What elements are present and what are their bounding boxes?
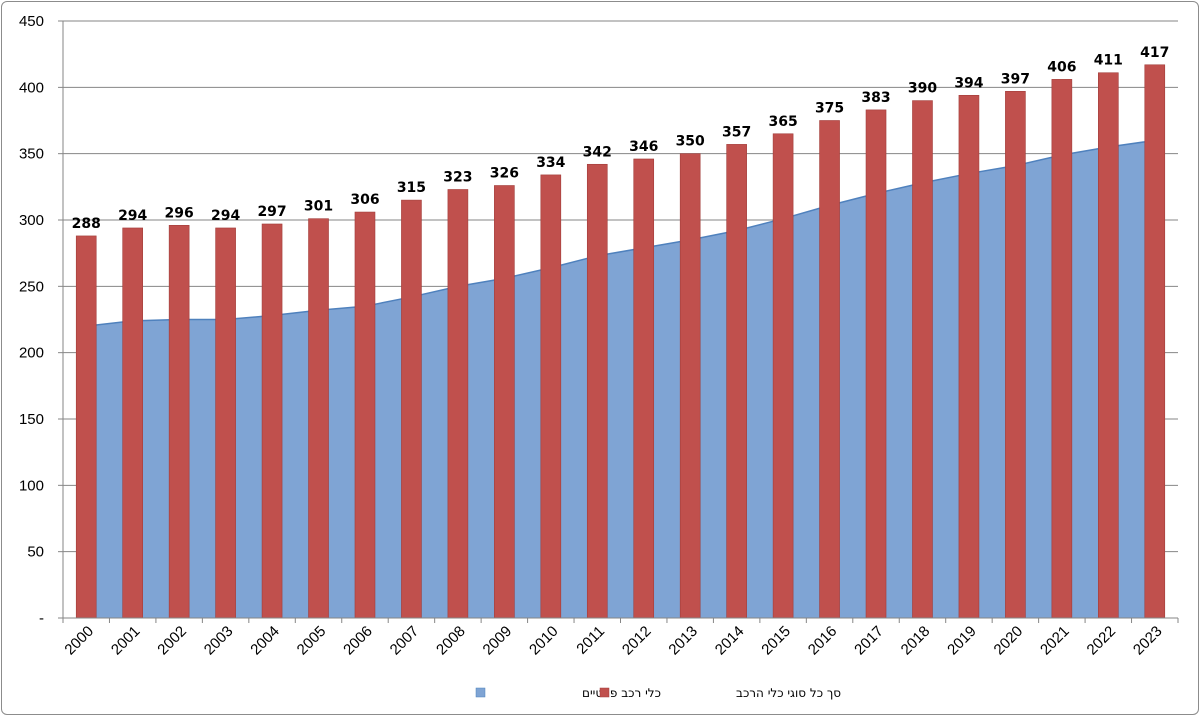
- bar: [819, 120, 840, 619]
- data-labels: 288 294 296 294 297 301 306 315 323 326 334 342 346 3…: [72, 45, 1170, 232]
- data-label: 342: [583, 144, 612, 160]
- x-tick-label: 2018: [898, 623, 934, 659]
- bar: [308, 218, 329, 619]
- bar: [168, 225, 190, 619]
- x-tick-label: 2015: [758, 623, 794, 659]
- x-tick-label: 2020: [991, 623, 1027, 659]
- bar: [772, 133, 794, 619]
- legend-swatch-bar: [599, 687, 610, 698]
- bar: [494, 185, 515, 619]
- y-tick-label: 100: [19, 477, 44, 494]
- x-tick-label: 2009: [480, 623, 516, 659]
- data-label: 294: [118, 208, 147, 224]
- bar: [958, 94, 980, 619]
- legend: כלי רכב פרטיים סך כל סוגי כלי הרכב: [475, 686, 841, 700]
- data-label: 365: [768, 114, 797, 130]
- data-label: 315: [397, 180, 426, 196]
- x-tick-label: 2013: [665, 623, 701, 659]
- bar: [1098, 72, 1119, 619]
- x-tick-label: 2002: [154, 623, 190, 659]
- x-tick-label: 2011: [573, 623, 608, 658]
- x-tick-label: 2019: [944, 623, 980, 659]
- bar: [540, 174, 562, 619]
- y-tick-label: 200: [19, 345, 44, 362]
- data-label: 411: [1094, 53, 1123, 69]
- data-label: 406: [1047, 59, 1076, 75]
- x-tick-label: 2021: [1037, 623, 1073, 659]
- data-label: 323: [443, 169, 472, 185]
- y-tick-label: 400: [19, 79, 44, 96]
- legend-label-bar: סך כל סוגי כלי הרכב: [736, 686, 841, 700]
- data-label: 357: [722, 124, 751, 140]
- data-label: 383: [861, 90, 890, 106]
- data-label: 394: [954, 75, 983, 91]
- bar: [215, 227, 236, 619]
- legend-label-area: כלי רכב פרטיים: [582, 686, 661, 700]
- bar: [401, 199, 422, 619]
- data-label: 397: [1001, 71, 1030, 87]
- y-tick-label: 250: [19, 278, 44, 295]
- bar: [1051, 79, 1073, 619]
- data-label: 334: [536, 155, 565, 171]
- data-label: 296: [165, 205, 194, 221]
- bar: [912, 100, 933, 619]
- x-tick-label: 2000: [61, 623, 97, 659]
- data-label: 294: [211, 208, 240, 224]
- data-label: 297: [257, 204, 286, 220]
- bar: [633, 158, 655, 619]
- y-tick-label: 50: [27, 544, 44, 561]
- y-tick-label: 300: [19, 212, 44, 229]
- x-tick-label: 2008: [433, 623, 469, 659]
- bar: [1144, 64, 1166, 619]
- y-tick-label: 150: [19, 411, 44, 428]
- data-label: 306: [350, 192, 379, 208]
- x-tick-label: 2023: [1130, 623, 1166, 659]
- x-tick-label: 2007: [387, 623, 423, 659]
- area-series-layer: [86, 139, 1155, 618]
- x-tick-label: 2017: [851, 623, 887, 659]
- bar: [865, 109, 887, 619]
- bar: [586, 163, 608, 619]
- bar: [1005, 91, 1026, 619]
- data-label: 288: [72, 216, 101, 232]
- data-label: 301: [304, 199, 333, 215]
- bar: [75, 235, 97, 619]
- area-series-fill: [86, 140, 1155, 618]
- y-tick-label: 350: [19, 146, 44, 163]
- data-label: 346: [629, 139, 658, 155]
- x-tick-label: 2004: [247, 623, 283, 659]
- y-tick-label: 450: [19, 13, 44, 30]
- x-tick-label: 2005: [294, 623, 330, 659]
- x-tick-label: 2016: [805, 623, 841, 659]
- x-tick-label: 2006: [340, 623, 376, 659]
- bar: [679, 153, 701, 619]
- y-tick-label: -: [39, 610, 44, 627]
- x-tick-label: 2012: [619, 623, 655, 659]
- x-tick-label: 2010: [526, 623, 562, 659]
- x-tick-label: 2014: [712, 623, 748, 659]
- bar: [261, 223, 283, 619]
- legend-swatch-area: [475, 687, 486, 698]
- data-label: 350: [676, 134, 705, 150]
- x-tick-label: 2003: [201, 623, 237, 659]
- bar: [354, 211, 376, 619]
- data-label: 375: [815, 101, 844, 117]
- bar: [122, 227, 143, 619]
- data-label: 417: [1140, 45, 1169, 61]
- bar: [447, 189, 469, 619]
- bar-series-layer: [75, 64, 1166, 619]
- x-tick-label: 2022: [1084, 623, 1120, 659]
- x-tick-label: 2001: [108, 623, 144, 659]
- bar: [726, 144, 747, 619]
- data-label: 326: [490, 166, 519, 182]
- data-label: 390: [908, 81, 937, 97]
